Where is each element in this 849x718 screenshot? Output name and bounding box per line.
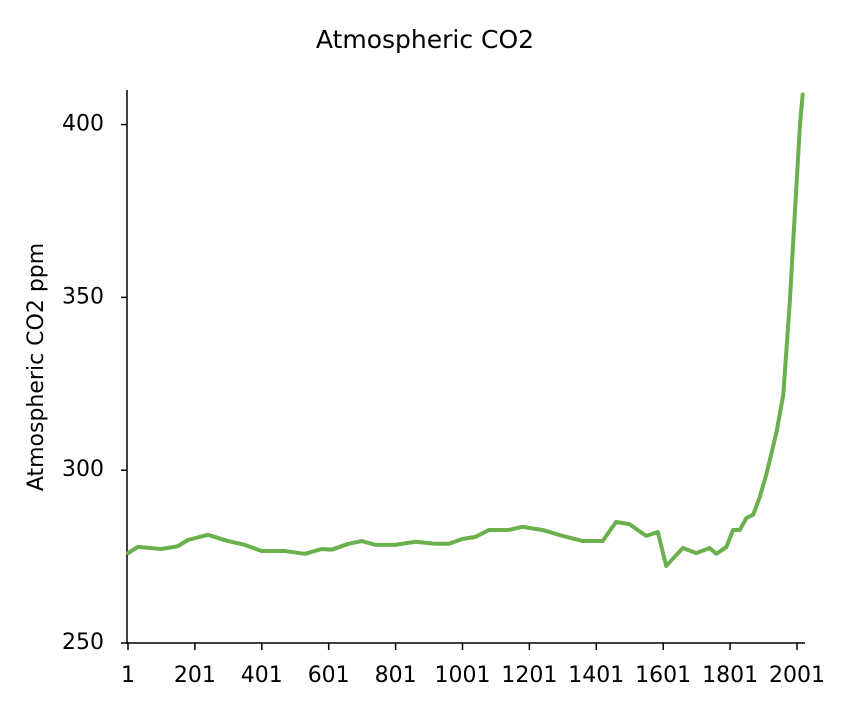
line [126, 92, 805, 568]
y-tick-label: 400 [62, 112, 104, 137]
y-tick-label: 250 [62, 630, 104, 655]
chart-title: Atmospheric CO2 [316, 25, 534, 54]
y-axis-label: Atmospheric CO2 ppm [24, 243, 49, 491]
y-tick-label: 300 [62, 457, 104, 482]
x-tick-label: 601 [308, 663, 350, 688]
x-tick-label: 2001 [769, 663, 825, 688]
y-tick-label: 350 [62, 284, 104, 309]
x-tick-label: 1201 [501, 663, 557, 688]
x-tick-label: 801 [375, 663, 417, 688]
x-tick-label: 1601 [635, 663, 691, 688]
x-tick-label: 1801 [702, 663, 758, 688]
x-tick-label: 1 [121, 663, 135, 688]
x-tick-label: 401 [241, 663, 283, 688]
x-tick-label: 1401 [568, 663, 624, 688]
x-tick-label: 1001 [434, 663, 490, 688]
x-tick-label: 201 [174, 663, 216, 688]
